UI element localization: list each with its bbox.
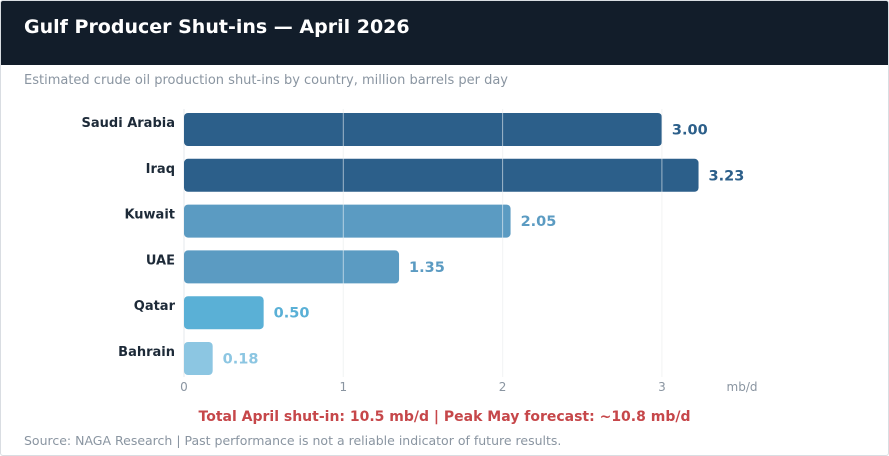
category-label: Kuwait [124,208,175,223]
data-label: 2.05 [521,214,557,230]
x-tick-label: 2 [499,380,507,394]
bar [184,113,662,146]
chart-header: Gulf Producer Shut-ins — April 2026 [1,1,888,65]
bars [184,113,699,375]
bar [184,158,699,192]
chart-title: Gulf Producer Shut-ins — April 2026 [24,16,410,38]
x-axis-label: mb/d [727,380,758,394]
chart-subtitle: Estimated crude oil production shut-ins … [24,73,509,88]
bar [184,296,264,330]
x-tick-label: 0 [180,380,188,394]
bar [184,342,213,375]
total-note: Total April shut-in: 10.5 mb/d | Peak Ma… [198,409,691,425]
x-tick-label: 3 [658,380,666,394]
source-note: Source: NAGA Research | Past performance… [24,433,562,448]
data-label: 0.50 [274,306,310,322]
bar [184,204,511,238]
category-label: Bahrain [118,345,175,360]
x-tick-label: 1 [339,380,347,394]
data-label: 3.23 [709,168,745,184]
data-label: 1.35 [409,260,445,276]
labels: 0 1 2 3 mb/d Saudi Arabia 3.00 Iraq 3.23 Kuwait 2.… [82,109,758,394]
category-label: Saudi Arabia [82,116,175,131]
grid-lines [183,109,663,377]
bar [184,250,400,284]
data-label: 3.00 [672,123,708,139]
category-label: Iraq [146,162,175,177]
category-label: UAE [146,253,175,268]
data-label: 0.18 [223,352,259,368]
category-label: Qatar [134,299,176,314]
